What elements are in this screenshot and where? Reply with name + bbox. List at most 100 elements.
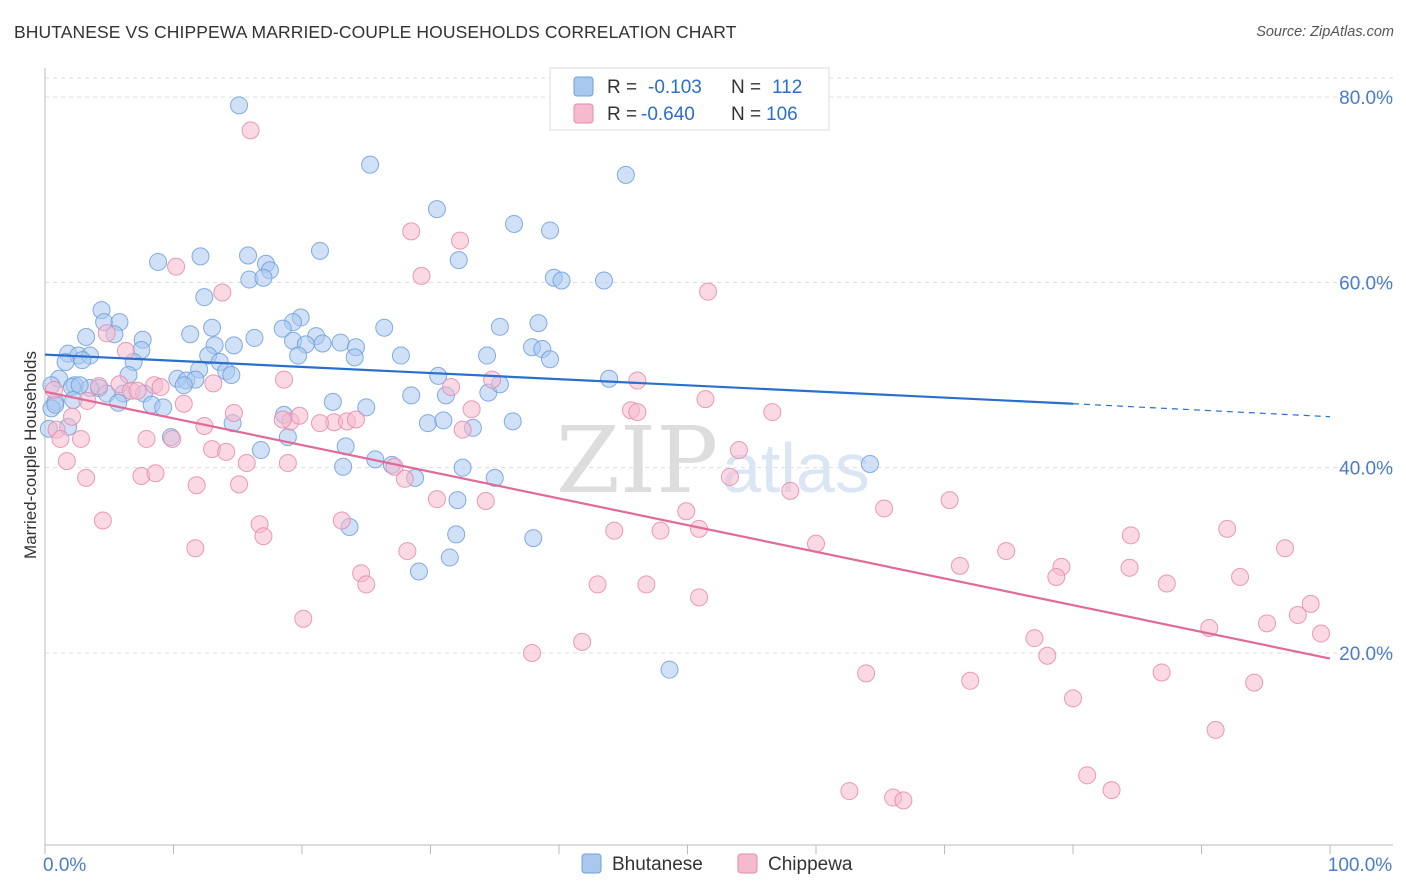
chippewa-point-28 xyxy=(346,410,365,429)
bhutanese-trendline-extension xyxy=(1072,403,1331,418)
chippewa-point-63 xyxy=(93,511,112,530)
chippewa-point-47 xyxy=(57,452,76,471)
chippewa-point-46 xyxy=(729,441,748,460)
chippewa-point-4 xyxy=(412,266,431,285)
chippewa-point-70 xyxy=(254,527,273,546)
x-tick-labels: 0.0% 100.0% xyxy=(43,855,1392,876)
bhutanese-point-14 xyxy=(254,268,273,287)
bhutanese-point-24 xyxy=(375,318,394,337)
chippewa-trendline xyxy=(44,390,1331,660)
chippewa-point-60 xyxy=(476,492,495,511)
bhutanese-trendline xyxy=(44,353,1074,405)
chippewa-point-39 xyxy=(51,429,70,448)
chippewa-point-62 xyxy=(940,491,959,510)
bhutanese-point-27 xyxy=(490,317,509,336)
source-credit: Source: ZipAtlas.com xyxy=(1256,24,1394,40)
stats-legend-box xyxy=(549,67,830,131)
chippewa-point-37 xyxy=(62,407,81,426)
bhutanese-point-65 xyxy=(222,366,241,384)
bhutanese-point-16 xyxy=(552,271,571,290)
chippewa-point-102 xyxy=(1245,673,1264,692)
bhutanese-point-50 xyxy=(391,346,410,365)
bhutanese-point-26 xyxy=(203,318,222,337)
y-axis-title: Married-couple Households xyxy=(21,351,40,559)
bhutanese-point-87 xyxy=(357,398,376,417)
chippewa-point-17 xyxy=(151,378,170,397)
chippewa-point-105 xyxy=(1078,766,1097,785)
x-tick-label-0: 0.0% xyxy=(43,855,86,876)
series-legend-label-bhutanese: Bhutanese xyxy=(612,854,703,875)
chippewa-point-40 xyxy=(71,429,90,448)
bhutanese-point-68 xyxy=(174,376,193,395)
chippewa-point-107 xyxy=(840,782,859,801)
bhutanese-point-83 xyxy=(154,398,173,417)
chippewa-point-77 xyxy=(997,542,1016,561)
bhutanese-point-115 xyxy=(860,454,879,473)
chippewa-point-87 xyxy=(1231,568,1250,587)
chippewa-point-54 xyxy=(395,469,414,488)
bhutanese-point-18 xyxy=(195,288,214,307)
chippewa-point-8 xyxy=(116,341,135,360)
chippewa-point-27 xyxy=(310,414,329,433)
y-tick-label-20: 20.0% xyxy=(1339,644,1393,665)
bhutanese-point-3 xyxy=(427,200,446,219)
watermark-zip: ZIP xyxy=(556,407,718,514)
chippewa-point-82 xyxy=(357,575,376,594)
bhutanese-point-17 xyxy=(594,271,613,290)
chippewa-point-33 xyxy=(696,390,715,409)
bhutanese-point-106 xyxy=(485,468,504,487)
chippewa-point-94 xyxy=(1258,614,1277,633)
bhutanese-point-57 xyxy=(541,350,560,369)
chippewa-point-98 xyxy=(1038,646,1057,665)
bhutanese-point-30 xyxy=(77,328,96,347)
chippewa-point-3 xyxy=(167,257,186,276)
chippewa-point-106 xyxy=(1102,781,1121,800)
chippewa-point-56 xyxy=(781,481,800,500)
bhutanese-point-29 xyxy=(181,325,200,344)
bhutanese-point-49 xyxy=(289,346,308,365)
chippewa-point-32 xyxy=(628,403,647,422)
bhutanese-point-37 xyxy=(313,334,332,353)
chippewa-point-73 xyxy=(1121,526,1140,545)
chippewa-point-83 xyxy=(588,575,607,594)
chippewa-point-99 xyxy=(857,664,876,683)
chippewa-point-75 xyxy=(1276,539,1295,558)
y-tick-label-40: 40.0% xyxy=(1339,459,1393,480)
chippewa-point-41 xyxy=(137,429,156,448)
stats-r-label-chippewa: R = xyxy=(607,104,637,125)
bhutanese-point-75 xyxy=(402,386,421,405)
chippewa-point-0 xyxy=(241,121,260,140)
chippewa-point-100 xyxy=(961,671,980,690)
bhutanese-point-52 xyxy=(345,348,364,367)
chippewa-point-1 xyxy=(402,222,421,241)
bhutanese-point-101 xyxy=(251,441,270,460)
bhutanese-point-2 xyxy=(616,165,635,184)
chippewa-point-15 xyxy=(128,381,147,400)
bhutanese-point-12 xyxy=(449,251,468,270)
stats-n-label-bhutanese: N = xyxy=(731,77,761,98)
watermark: ZIP atlas xyxy=(556,407,870,514)
bhutanese-point-28 xyxy=(529,314,548,333)
stats-n-value-chippewa: 106 xyxy=(766,104,798,125)
chippewa-point-5 xyxy=(213,283,232,302)
bhutanese-point-111 xyxy=(524,529,543,548)
bhutanese-point-66 xyxy=(429,366,448,385)
chippewa-point-59 xyxy=(427,490,446,509)
bhutanese-point-110 xyxy=(447,525,466,544)
chippewa-point-92 xyxy=(1301,594,1320,613)
bhutanese-point-113 xyxy=(409,562,428,581)
bhutanese-point-54 xyxy=(73,351,92,370)
bhutanese-point-95 xyxy=(434,411,453,430)
chippewa-point-55 xyxy=(720,467,739,486)
bhutanese-point-104 xyxy=(334,457,353,476)
chippewa-point-104 xyxy=(1206,720,1225,739)
chippewa-point-109 xyxy=(894,791,913,810)
chippewa-point-45 xyxy=(453,420,472,439)
chippewa-point-20 xyxy=(174,394,193,413)
chippewa-point-80 xyxy=(1120,558,1139,577)
bhutanese-point-9 xyxy=(149,252,168,271)
chippewa-point-78 xyxy=(950,556,969,575)
chippewa-point-42 xyxy=(163,429,182,448)
bhutanese-point-108 xyxy=(448,491,467,510)
